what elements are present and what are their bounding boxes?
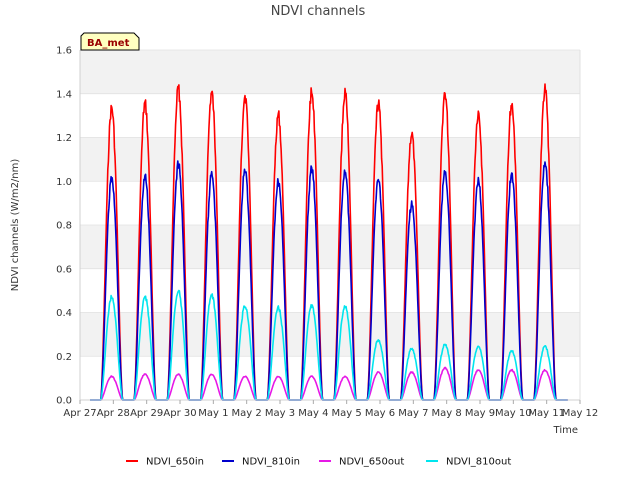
- plot-band: [80, 137, 580, 182]
- chart-title: NDVI channels: [271, 4, 366, 19]
- plot-band: [80, 268, 580, 313]
- badge-shape: [80, 32, 140, 51]
- x-tick-label: May 6: [365, 408, 395, 419]
- plot-band: [80, 312, 580, 357]
- x-tick-label: Apr 27: [63, 408, 96, 419]
- x-tick-label: Apr 29: [130, 408, 163, 419]
- x-tick-label: May 9: [465, 408, 495, 419]
- y-tick-label: 0.6: [56, 264, 72, 275]
- y-tick-label: 0.2: [56, 352, 72, 363]
- plot-band: [80, 181, 580, 225]
- x-tick-label: May 4: [298, 408, 328, 419]
- y-tick-label: 1.6: [56, 46, 72, 57]
- y-tick-label: 0.4: [56, 308, 72, 319]
- y-axis-label: NDVI channels (W/m2/nm): [10, 159, 21, 292]
- y-tick-label: 1.4: [56, 89, 72, 100]
- site-badge: BA_met: [80, 32, 140, 51]
- plot-band: [80, 93, 580, 138]
- badge-label: BA_met: [87, 38, 130, 49]
- legend-label: NDVI_650in: [146, 457, 204, 468]
- legend-label: NDVI_810in: [242, 457, 300, 468]
- legend: NDVI_650in NDVI_810in NDVI_650out NDVI_810o…: [126, 457, 511, 468]
- x-tick-label: May 3: [265, 408, 295, 419]
- x-tick-label: Apr 28: [97, 408, 130, 419]
- x-tick-label: May 8: [432, 408, 462, 419]
- x-tick-label: May 7: [398, 408, 428, 419]
- legend-label: NDVI_810out: [446, 457, 511, 468]
- x-tick-label: May 1: [198, 408, 228, 419]
- plot-background-bands: [80, 50, 580, 400]
- y-tick-label: 0.0: [56, 396, 72, 407]
- x-tick-label: May 10: [495, 408, 532, 419]
- x-tick-label: May 5: [332, 408, 362, 419]
- y-tick-label: 0.8: [56, 221, 72, 232]
- x-axis-label: Time: [553, 425, 578, 436]
- x-tick-label: May 12: [562, 408, 599, 419]
- x-tick-label: Apr 30: [163, 408, 196, 419]
- legend-label: NDVI_650out: [339, 457, 404, 468]
- y-tick-label: 1.2: [56, 133, 72, 144]
- plot-band: [80, 356, 580, 400]
- x-tick-label: May 11: [528, 408, 565, 419]
- x-tick-label: May 2: [232, 408, 262, 419]
- plot-band: [80, 225, 580, 269]
- y-tick-label: 1.0: [56, 177, 72, 188]
- plot-band: [80, 50, 580, 94]
